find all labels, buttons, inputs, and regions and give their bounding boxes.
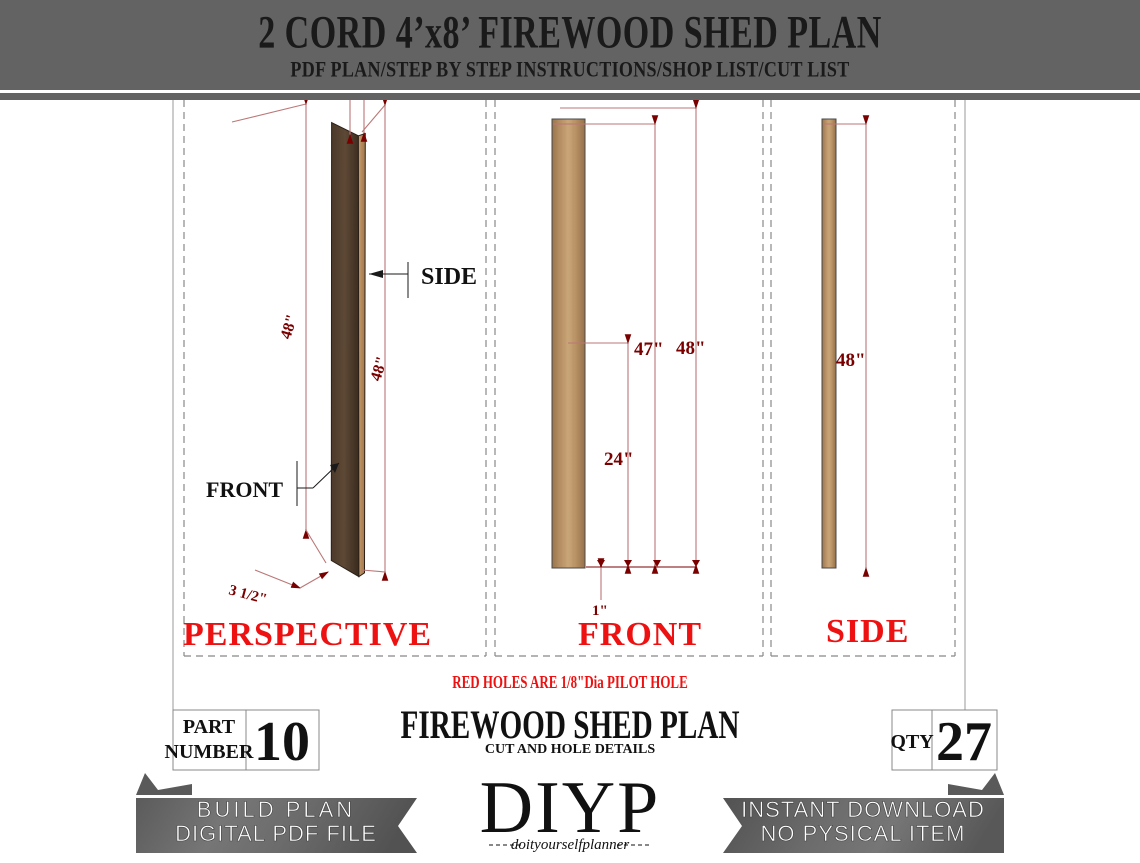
svg-text:3 1/2": 3 1/2" <box>227 582 269 607</box>
svg-text:27: 27 <box>936 711 992 773</box>
svg-text:48": 48" <box>278 312 302 341</box>
svg-text:QTY: QTY <box>890 731 934 753</box>
svg-text:48": 48" <box>676 338 706 359</box>
svg-text:48": 48" <box>836 350 866 371</box>
svg-text:BUILD PLAN: BUILD PLAN <box>197 797 355 822</box>
svg-text:FRONT: FRONT <box>206 477 283 502</box>
svg-text:DIGITAL PDF FILE: DIGITAL PDF FILE <box>175 821 377 846</box>
svg-text:48": 48" <box>368 354 392 383</box>
svg-text:24": 24" <box>604 449 634 470</box>
svg-text:10: 10 <box>254 711 310 773</box>
svg-text:SIDE: SIDE <box>421 264 477 290</box>
svg-text:SIDE: SIDE <box>826 613 909 650</box>
svg-text:PERSPECTIVE: PERSPECTIVE <box>183 616 432 653</box>
svg-text:47": 47" <box>634 339 664 360</box>
svg-text:CUT AND HOLE DETAILS: CUT AND HOLE DETAILS <box>485 742 655 757</box>
svg-text:NO PYSICAL ITEM: NO PYSICAL ITEM <box>761 821 966 846</box>
svg-text:FIREWOOD SHED PLAN: FIREWOOD SHED PLAN <box>401 703 740 748</box>
svg-text:PART: PART <box>183 716 236 738</box>
svg-text:FRONT: FRONT <box>578 616 702 653</box>
svg-text:NUMBER: NUMBER <box>165 741 254 763</box>
svg-text:INSTANT DOWNLOAD: INSTANT DOWNLOAD <box>741 797 985 822</box>
svg-text:doityourselfplanner: doityourselfplanner <box>511 837 629 853</box>
svg-text:RED HOLES ARE 1/8"Dia PILOT HO: RED HOLES ARE 1/8"Dia PILOT HOLE <box>452 673 687 693</box>
